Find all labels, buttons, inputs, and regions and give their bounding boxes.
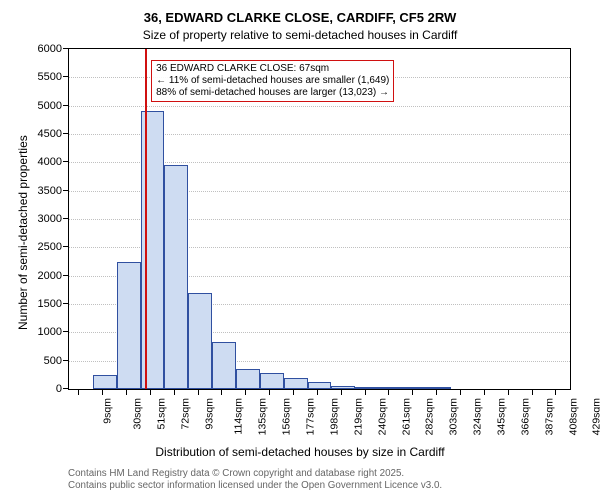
ytick-label: 1000 — [32, 326, 62, 338]
xtick-mark — [174, 390, 175, 395]
xtick-mark — [269, 390, 270, 395]
histogram-bar — [212, 342, 236, 389]
xtick-label: 303sqm — [448, 398, 460, 435]
annotation-box: 36 EDWARD CLARKE CLOSE: 67sqm← 11% of se… — [151, 60, 394, 102]
xtick-label: 156sqm — [281, 398, 293, 435]
ytick-mark — [63, 190, 68, 191]
xtick-mark — [460, 390, 461, 395]
xtick-mark — [221, 390, 222, 395]
histogram-bar — [355, 387, 379, 389]
xtick-label: 30sqm — [132, 398, 144, 430]
xtick-mark — [293, 390, 294, 395]
ytick-mark — [63, 331, 68, 332]
xtick-label: 345sqm — [495, 398, 507, 435]
ytick-label: 1500 — [32, 298, 62, 310]
ytick-label: 4500 — [32, 128, 62, 140]
xtick-label: 240sqm — [376, 398, 388, 435]
xtick-mark — [102, 390, 103, 395]
xtick-mark — [126, 390, 127, 395]
ytick-label: 2000 — [32, 270, 62, 282]
xtick-label: 93sqm — [203, 398, 215, 430]
xtick-mark — [508, 390, 509, 395]
xtick-label: 135sqm — [257, 398, 269, 435]
plot-area: 36 EDWARD CLARKE CLOSE: 67sqm← 11% of se… — [68, 48, 571, 390]
xtick-mark — [365, 390, 366, 395]
histogram-bar — [427, 387, 451, 389]
ytick-label: 5500 — [32, 71, 62, 83]
xtick-mark — [245, 390, 246, 395]
ytick-mark — [63, 275, 68, 276]
ytick-label: 500 — [32, 355, 62, 367]
histogram-bar — [117, 262, 141, 390]
xtick-label: 429sqm — [591, 398, 600, 435]
credit-line-1: Contains HM Land Registry data © Crown c… — [68, 468, 404, 479]
histogram-bar — [284, 378, 308, 389]
ytick-label: 4000 — [32, 156, 62, 168]
histogram-bar — [331, 386, 355, 389]
xtick-label: 408sqm — [567, 398, 579, 435]
xtick-label: 114sqm — [232, 398, 244, 435]
ytick-label: 3000 — [32, 213, 62, 225]
xtick-label: 177sqm — [304, 398, 316, 435]
xtick-mark — [412, 390, 413, 395]
ytick-mark — [63, 161, 68, 162]
xtick-label: 72sqm — [179, 398, 191, 430]
chart-title-line2: Size of property relative to semi-detach… — [0, 28, 600, 42]
xtick-label: 9sqm — [102, 398, 114, 424]
xtick-mark — [198, 390, 199, 395]
xtick-mark — [317, 390, 318, 395]
ytick-label: 0 — [32, 383, 62, 395]
property-marker-line — [145, 49, 147, 389]
annotation-line: 88% of semi-detached houses are larger (… — [156, 87, 389, 99]
annotation-line: ← 11% of semi-detached houses are smalle… — [156, 75, 389, 87]
xtick-mark — [78, 390, 79, 395]
ytick-mark — [63, 48, 68, 49]
ytick-mark — [63, 105, 68, 106]
ytick-label: 6000 — [32, 43, 62, 55]
xtick-mark — [532, 390, 533, 395]
ytick-mark — [63, 360, 68, 361]
ytick-mark — [63, 388, 68, 389]
xtick-mark — [341, 390, 342, 395]
x-axis-label: Distribution of semi-detached houses by … — [0, 445, 600, 459]
ytick-mark — [63, 246, 68, 247]
ytick-mark — [63, 303, 68, 304]
histogram-bar — [236, 369, 260, 389]
chart-title-line1: 36, EDWARD CLARKE CLOSE, CARDIFF, CF5 2R… — [0, 10, 600, 25]
xtick-mark — [150, 390, 151, 395]
xtick-label: 261sqm — [400, 398, 412, 435]
xtick-mark — [388, 390, 389, 395]
annotation-line: 36 EDWARD CLARKE CLOSE: 67sqm — [156, 63, 389, 75]
histogram-bar — [260, 373, 284, 389]
credit-line-2: Contains public sector information licen… — [68, 480, 442, 491]
chart-container: 36, EDWARD CLARKE CLOSE, CARDIFF, CF5 2R… — [0, 0, 600, 500]
histogram-bar — [308, 382, 332, 389]
xtick-label: 51sqm — [155, 398, 167, 430]
xtick-label: 219sqm — [352, 398, 364, 435]
xtick-label: 324sqm — [471, 398, 483, 435]
ytick-label: 5000 — [32, 100, 62, 112]
y-axis-label: Number of semi-detached properties — [16, 135, 30, 330]
xtick-label: 366sqm — [519, 398, 531, 435]
xtick-label: 198sqm — [328, 398, 340, 435]
histogram-bar — [164, 165, 188, 389]
histogram-bar — [93, 375, 117, 389]
ytick-mark — [63, 133, 68, 134]
histogram-bar — [188, 293, 212, 389]
xtick-mark — [555, 390, 556, 395]
xtick-mark — [484, 390, 485, 395]
ytick-label: 3500 — [32, 185, 62, 197]
xtick-label: 387sqm — [543, 398, 555, 435]
ytick-mark — [63, 218, 68, 219]
histogram-bar — [379, 387, 403, 389]
ytick-label: 2500 — [32, 241, 62, 253]
xtick-mark — [436, 390, 437, 395]
xtick-label: 282sqm — [424, 398, 436, 435]
histogram-bar — [403, 387, 427, 389]
ytick-mark — [63, 76, 68, 77]
